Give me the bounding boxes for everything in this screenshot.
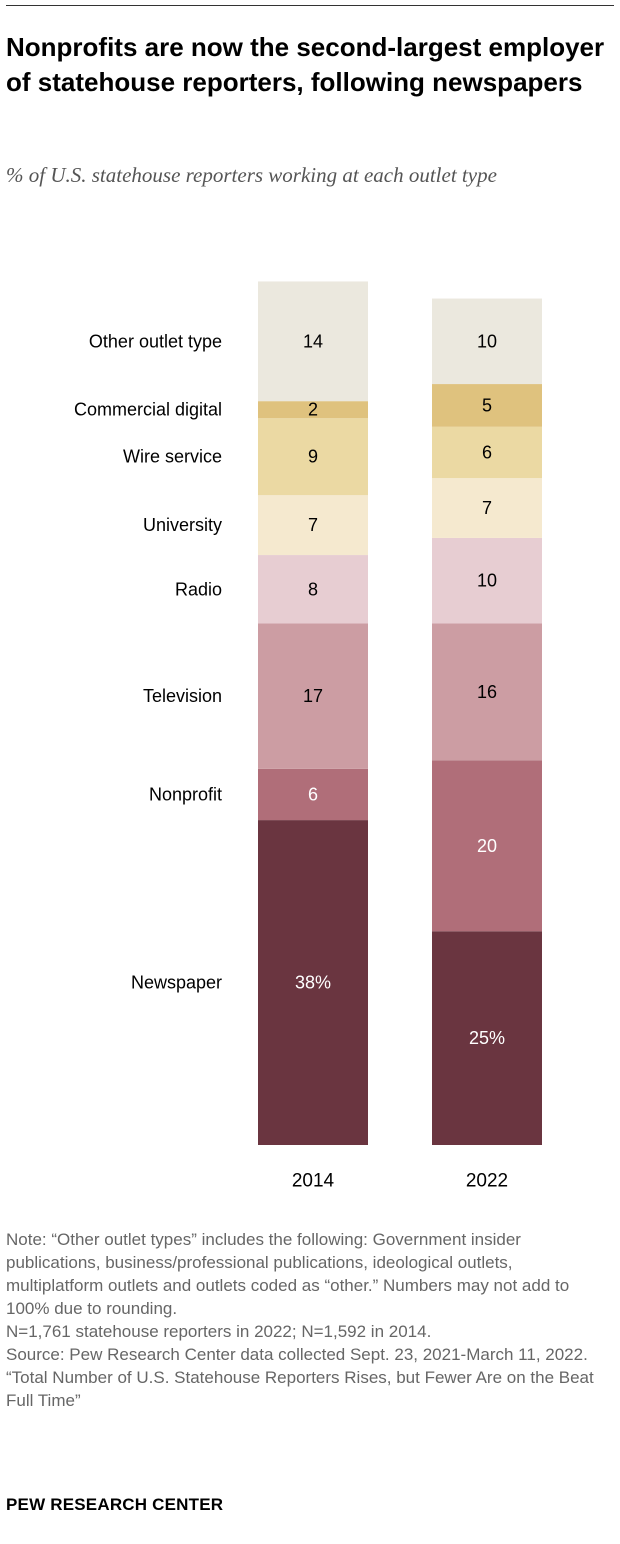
bars: 38% 6 17 8 7 9 2 14 25% 20 16 10 7 6 5 10 xyxy=(258,281,542,1145)
bar-segment-commercial-digital-2022 xyxy=(432,384,542,427)
category-label-television: Television xyxy=(143,686,222,706)
chart-title: Nonprofits are now the second-largest em… xyxy=(6,32,605,97)
data-label-nonprofit-2014: 6 xyxy=(308,784,318,804)
data-label-wire-service-2022: 6 xyxy=(482,442,492,462)
category-label-university: University xyxy=(143,515,222,535)
data-label-other-outlet-type-2014: 14 xyxy=(303,331,323,351)
bar-segment-commercial-digital-2014 xyxy=(258,401,368,419)
notes-block: Note: “Other outlet types” includes the … xyxy=(6,1228,612,1412)
chart-subtitle: % of U.S. statehouse reporters working a… xyxy=(6,163,497,187)
year-labels: 2014 2022 xyxy=(292,1171,508,1192)
stacked-bar-chart: Newspaper Nonprofit Television Radio Univers… xyxy=(74,281,542,1192)
data-label-television-2014: 17 xyxy=(303,686,323,706)
data-label-other-outlet-type-2022: 10 xyxy=(477,331,497,351)
data-label-commercial-digital-2022: 5 xyxy=(482,395,492,415)
data-label-television-2022: 16 xyxy=(477,682,497,702)
bar-segment-other-outlet-type-2014 xyxy=(258,281,368,402)
source-text: Source: Pew Research Center data collect… xyxy=(6,1345,588,1364)
bar-segment-radio-2022 xyxy=(432,537,542,624)
bar-segment-nonprofit-2014 xyxy=(258,768,368,821)
category-label-other-outlet-type: Other outlet type xyxy=(89,331,222,351)
bar-segment-television-2022 xyxy=(432,623,542,761)
category-labels: Newspaper Nonprofit Television Radio Univers… xyxy=(74,331,222,992)
bar-segment-television-2014 xyxy=(258,623,368,769)
data-label-wire-service-2014: 9 xyxy=(308,447,318,467)
category-label-nonprofit: Nonprofit xyxy=(149,784,222,804)
data-label-newspaper-2014: 38% xyxy=(295,973,331,993)
report-title-text: “Total Number of U.S. Statehouse Reporte… xyxy=(6,1368,594,1410)
brand-logo-text: PEW RESEARCH CENTER xyxy=(6,1495,224,1514)
data-label-radio-2014: 8 xyxy=(308,579,318,599)
bar-segment-newspaper-2014 xyxy=(258,820,368,1145)
data-label-university-2022: 7 xyxy=(482,498,492,518)
x-tick-label-2014: 2014 xyxy=(292,1171,335,1192)
bar-segment-wire-service-2014 xyxy=(258,418,368,496)
category-label-commercial-digital: Commercial digital xyxy=(74,400,222,420)
category-label-radio: Radio xyxy=(175,579,222,599)
bar-segment-newspaper-2022 xyxy=(432,931,542,1145)
top-rule xyxy=(6,5,614,6)
bar-segment-university-2014 xyxy=(258,495,368,556)
bar-segment-other-outlet-type-2022 xyxy=(432,298,542,385)
data-label-commercial-digital-2014: 2 xyxy=(308,400,318,420)
category-label-wire-service: Wire service xyxy=(123,447,222,467)
bar-segment-university-2022 xyxy=(432,478,542,538)
category-label-newspaper: Newspaper xyxy=(131,973,222,993)
x-tick-label-2022: 2022 xyxy=(466,1171,508,1192)
data-label-radio-2022: 10 xyxy=(477,571,497,591)
data-label-nonprofit-2022: 20 xyxy=(477,836,497,856)
bar-segment-radio-2014 xyxy=(258,555,368,624)
bar-segment-nonprofit-2022 xyxy=(432,760,542,932)
bar-segment-wire-service-2022 xyxy=(432,426,542,479)
data-label-newspaper-2022: 25% xyxy=(469,1028,505,1048)
note-text: Note: “Other outlet types” includes the … xyxy=(6,1230,570,1318)
sample-size-text: N=1,761 statehouse reporters in 2022; N=… xyxy=(6,1322,432,1341)
data-label-university-2014: 7 xyxy=(308,515,318,535)
